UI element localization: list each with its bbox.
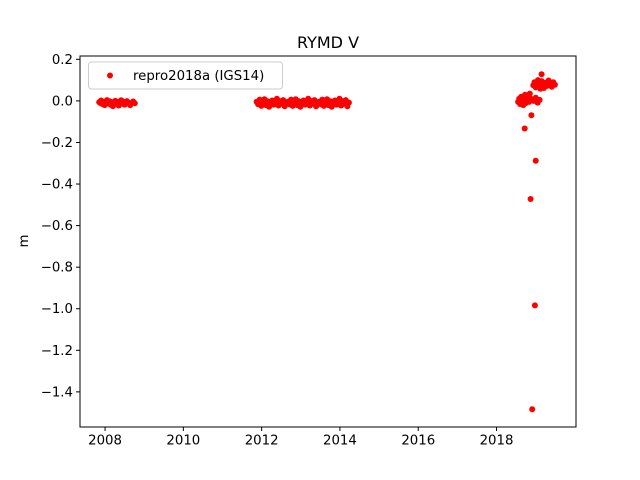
x-tick-label: 2010: [166, 434, 200, 449]
x-tick-label: 2012: [245, 434, 279, 449]
legend-marker-icon: [107, 72, 113, 79]
y-axis-label: m: [17, 235, 32, 248]
chart-title: RYMD V: [297, 33, 359, 52]
legend: repro2018a (IGS14): [88, 61, 283, 90]
data-point: [527, 196, 534, 202]
x-axis-ticks: 2008 2010 2012 2014 2016 2018: [88, 427, 513, 449]
y-tick-label: −0.2: [41, 136, 73, 151]
data-point: [531, 302, 538, 309]
y-axis-ticks: 0.2 0.0 −0.2 −0.4 −0.6 −0.8 −1.0 −1.2 −1.4: [41, 53, 80, 400]
data-point: [131, 100, 138, 107]
data-point: [345, 99, 352, 106]
scatter-points: [96, 71, 558, 413]
y-tick-label: 0.2: [52, 53, 73, 68]
x-tick-label: 2008: [88, 434, 122, 449]
y-tick-label: −1.4: [41, 385, 73, 400]
x-tick-label: 2014: [323, 434, 357, 449]
x-tick-label: 2016: [401, 434, 435, 449]
axes-frame: [79, 55, 577, 428]
legend-label: repro2018a (IGS14): [133, 69, 264, 84]
y-tick-label: 0.0: [52, 94, 73, 109]
data-point: [551, 81, 558, 88]
data-point: [526, 90, 533, 97]
data-point: [528, 112, 535, 119]
y-tick-label: −0.6: [41, 219, 73, 234]
y-tick-label: −1.0: [41, 302, 73, 317]
data-point: [536, 96, 543, 103]
x-tick-label: 2018: [480, 434, 514, 449]
y-tick-label: −0.4: [41, 178, 73, 193]
data-point: [538, 71, 545, 78]
data-point: [529, 406, 536, 413]
data-point: [532, 157, 539, 164]
legend-box: [88, 61, 283, 90]
y-tick-label: −0.8: [41, 261, 73, 276]
data-point: [521, 125, 528, 132]
y-tick-label: −1.2: [41, 344, 73, 359]
